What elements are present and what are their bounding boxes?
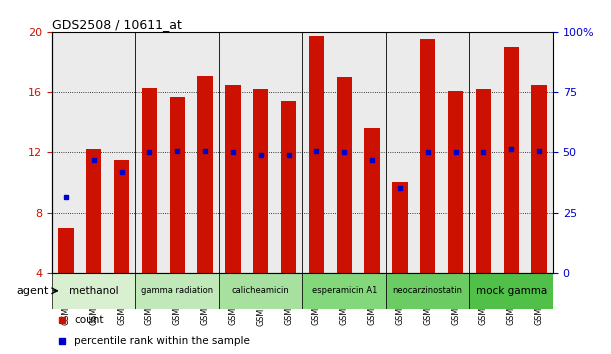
Bar — [337, 77, 352, 273]
Bar — [302, 273, 386, 309]
Bar — [386, 273, 469, 309]
Text: percentile rank within the sample: percentile rank within the sample — [75, 336, 251, 347]
Text: gamma radiation: gamma radiation — [141, 286, 213, 295]
Text: esperamicin A1: esperamicin A1 — [312, 286, 377, 295]
Text: calicheamicin: calicheamicin — [232, 286, 290, 295]
Bar — [197, 75, 213, 273]
Bar — [448, 91, 463, 273]
Text: methanol: methanol — [69, 286, 119, 296]
Bar — [469, 273, 553, 309]
Bar — [58, 228, 73, 273]
Bar — [532, 85, 547, 273]
Bar — [114, 160, 129, 273]
Text: GDS2508 / 10611_at: GDS2508 / 10611_at — [52, 18, 182, 31]
Bar — [503, 47, 519, 273]
Bar — [52, 273, 136, 309]
Bar — [309, 36, 324, 273]
Bar — [142, 87, 157, 273]
Text: neocarzinostatin: neocarzinostatin — [393, 286, 463, 295]
Bar — [281, 101, 296, 273]
Bar — [476, 89, 491, 273]
Bar — [136, 273, 219, 309]
Text: count: count — [75, 315, 104, 325]
Bar — [392, 182, 408, 273]
Bar — [86, 149, 101, 273]
Bar — [253, 89, 268, 273]
Text: agent: agent — [16, 286, 49, 296]
Bar — [364, 128, 379, 273]
Bar — [225, 85, 241, 273]
Bar — [169, 97, 185, 273]
Bar — [420, 39, 436, 273]
Bar — [219, 273, 302, 309]
Text: mock gamma: mock gamma — [475, 286, 547, 296]
